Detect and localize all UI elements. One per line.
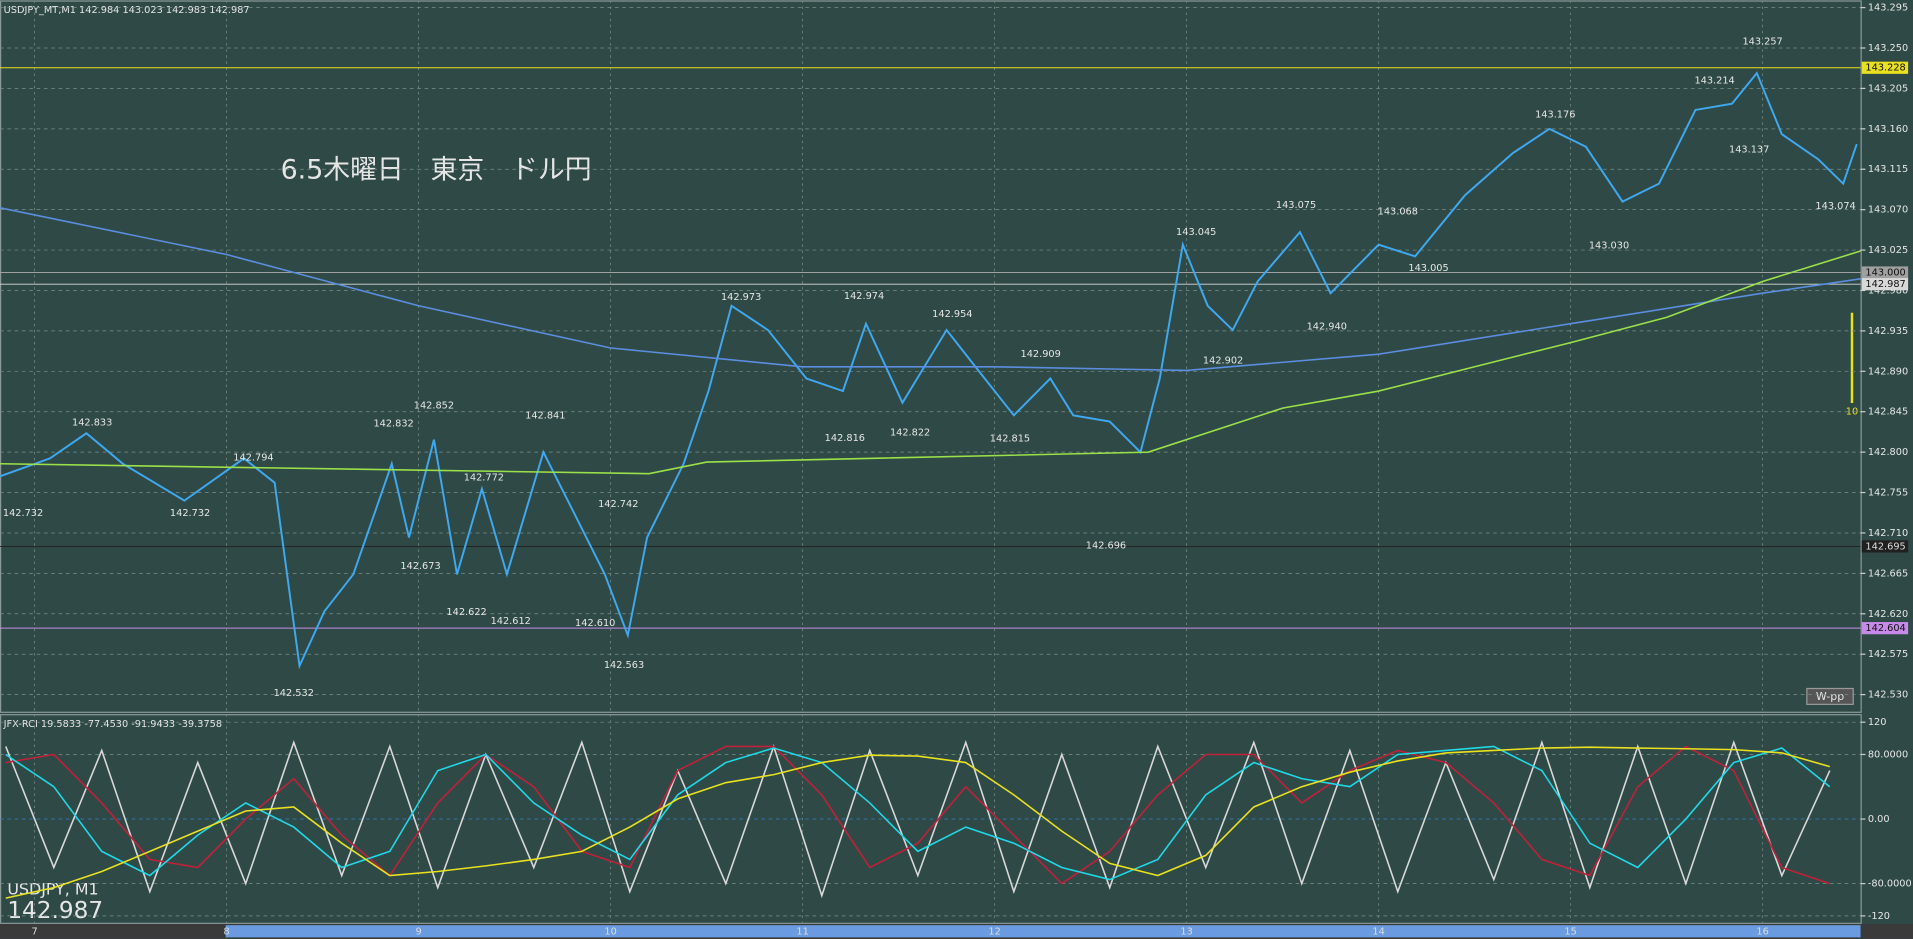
price-tag [1861,61,1909,74]
x-tick-label: 13 [1180,926,1192,937]
y-tick-label: 80.0000 [1868,749,1908,760]
extreme-label: 143.075 [1276,200,1316,211]
extreme-label: 142.833 [72,417,112,428]
y-tick-label: 142.755 [1868,488,1908,499]
extreme-label: 143.176 [1535,109,1575,120]
extreme-label: 142.852 [414,400,454,411]
series-line [5,745,1831,885]
extreme-label: 142.532 [274,688,314,699]
y-tick-label: 142.935 [1868,326,1908,337]
extreme-label: 142.832 [373,418,413,429]
extreme-label: 142.696 [1086,541,1126,552]
y-tick-label: 142.980 [1868,285,1908,296]
y-tick-label: 143.025 [1868,245,1908,256]
last-price: 142.987 [7,897,103,924]
y-tick-label: 143.205 [1868,83,1908,94]
symbol-info: USDJPY_MT,M1 142.984 143.023 142.983 142… [4,5,250,16]
x-tick-label: 8 [223,926,229,937]
y-tick-label: -80.0000 [1868,879,1912,890]
price-tag [1861,540,1909,553]
extreme-label: 142.610 [575,618,615,629]
x-tick-label: 9 [415,926,421,937]
y-tick-label: 143.250 [1868,43,1908,54]
extreme-label: 142.732 [3,508,43,519]
extreme-label: 142.563 [604,660,644,671]
extreme-label: 142.815 [990,434,1030,445]
extreme-label: 142.940 [1307,321,1347,332]
y-tick-label: 143.115 [1868,164,1908,175]
y-tick-label: 142.530 [1868,690,1908,701]
price-tag-label: 143.228 [1865,63,1905,74]
extreme-label: 142.973 [721,292,761,303]
extreme-label: 143.137 [1729,144,1769,155]
extreme-label: 142.742 [598,499,638,510]
price-tag [1861,266,1909,279]
w-pp-box[interactable] [1806,687,1854,705]
x-tick-label: 15 [1564,926,1576,937]
extreme-label: 142.909 [1021,349,1061,360]
price-tag-label: 142.604 [1865,623,1905,634]
extreme-label: 143.030 [1589,241,1629,252]
x-tick-label: 12 [988,926,1000,937]
extreme-label: 142.822 [890,427,930,438]
w-pp[interactable]: W-pp [1816,690,1844,703]
x-tick-label: 10 [604,926,616,937]
y-tick-label: -120 [1868,911,1890,922]
y-tick-label: 143.160 [1868,124,1908,135]
price-tag [1861,278,1909,291]
y-tick-label: 142.845 [1868,407,1908,418]
extreme-label: 143.074 [1815,201,1855,212]
extreme-label: 143.214 [1694,75,1734,86]
x-tick-label: 11 [796,926,808,937]
price-tag-label: 142.987 [1865,279,1905,290]
extreme-label: 142.954 [932,309,972,320]
x-tick-label: 16 [1756,926,1768,937]
extreme-label: 142.612 [491,616,531,627]
extreme-label: 142.794 [233,453,273,464]
extreme-label: 142.673 [400,561,440,572]
extreme-label: 143.068 [1378,206,1418,217]
extreme-label: 143.045 [1176,227,1216,238]
extreme-label: 142.974 [844,291,884,302]
extreme-label: 143.257 [1742,37,1782,48]
scrollbar[interactable] [225,925,1861,938]
x-tick-label: 14 [1372,926,1384,937]
extreme-label: 142.902 [1203,356,1243,367]
price-panel-frame [0,0,1862,713]
extreme-label: 142.772 [464,472,504,483]
series-line [4,739,1831,899]
y-tick-label: 143.070 [1868,205,1908,216]
extreme-label: 142.816 [825,433,865,444]
indicator-info: JFX-RCI 19.5833 -77.4530 -91.9433 -39.37… [3,719,222,730]
price-tag-label: 143.000 [1865,268,1905,279]
extreme-label: 143.005 [1408,263,1448,274]
series-line [5,746,1831,899]
y-tick-label: 142.620 [1868,609,1908,620]
price-tag-label: 142.695 [1865,541,1905,552]
series-line [5,745,1831,881]
chart-title: 6.5木曜日 東京 ドル円 [281,155,592,186]
y-tick-label: 142.800 [1868,447,1908,458]
series-line [0,250,1861,475]
series-line [0,207,1861,372]
x-tick-label: 7 [31,926,37,937]
price-tag [1861,622,1909,635]
extreme-label: 142.841 [525,410,565,421]
y-tick-label: 142.575 [1868,649,1908,660]
y-tick-label: 142.665 [1868,568,1908,579]
y-tick-label: 0.00 [1868,814,1890,825]
y-tick-label: 120 [1868,717,1887,728]
y-tick-label: 142.890 [1868,366,1908,377]
extreme-label: 142.622 [446,607,486,618]
y-tick-label: 143.295 [1868,3,1908,14]
extreme-label: 142.732 [170,508,210,519]
y-tick-label: 142.710 [1868,528,1908,539]
